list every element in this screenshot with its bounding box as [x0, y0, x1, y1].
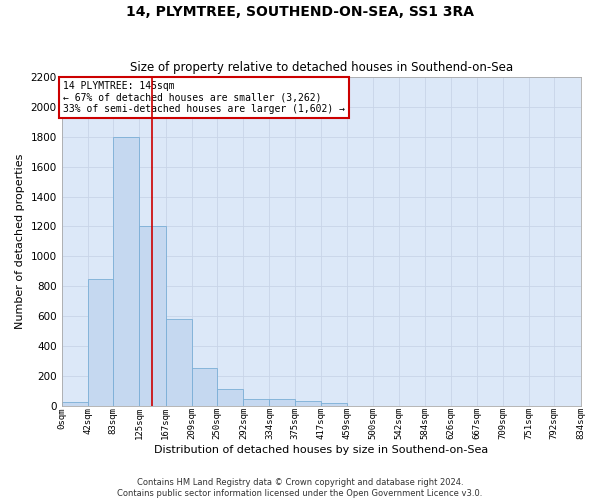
Bar: [139, 226, 166, 406]
Bar: [166, 319, 191, 406]
Bar: [191, 368, 217, 406]
Y-axis label: Number of detached properties: Number of detached properties: [15, 154, 25, 329]
Bar: [244, 399, 269, 406]
Bar: [62, 402, 88, 406]
Bar: [321, 403, 347, 406]
Bar: [113, 137, 139, 406]
Bar: [88, 279, 113, 406]
X-axis label: Distribution of detached houses by size in Southend-on-Sea: Distribution of detached houses by size …: [154, 445, 488, 455]
Title: Size of property relative to detached houses in Southend-on-Sea: Size of property relative to detached ho…: [130, 62, 512, 74]
Text: Contains HM Land Registry data © Crown copyright and database right 2024.
Contai: Contains HM Land Registry data © Crown c…: [118, 478, 482, 498]
Text: 14, PLYMTREE, SOUTHEND-ON-SEA, SS1 3RA: 14, PLYMTREE, SOUTHEND-ON-SEA, SS1 3RA: [126, 5, 474, 19]
Bar: [217, 388, 244, 406]
Bar: [295, 402, 321, 406]
Bar: [269, 399, 295, 406]
Text: 14 PLYMTREE: 145sqm
← 67% of detached houses are smaller (3,262)
33% of semi-det: 14 PLYMTREE: 145sqm ← 67% of detached ho…: [63, 81, 345, 114]
